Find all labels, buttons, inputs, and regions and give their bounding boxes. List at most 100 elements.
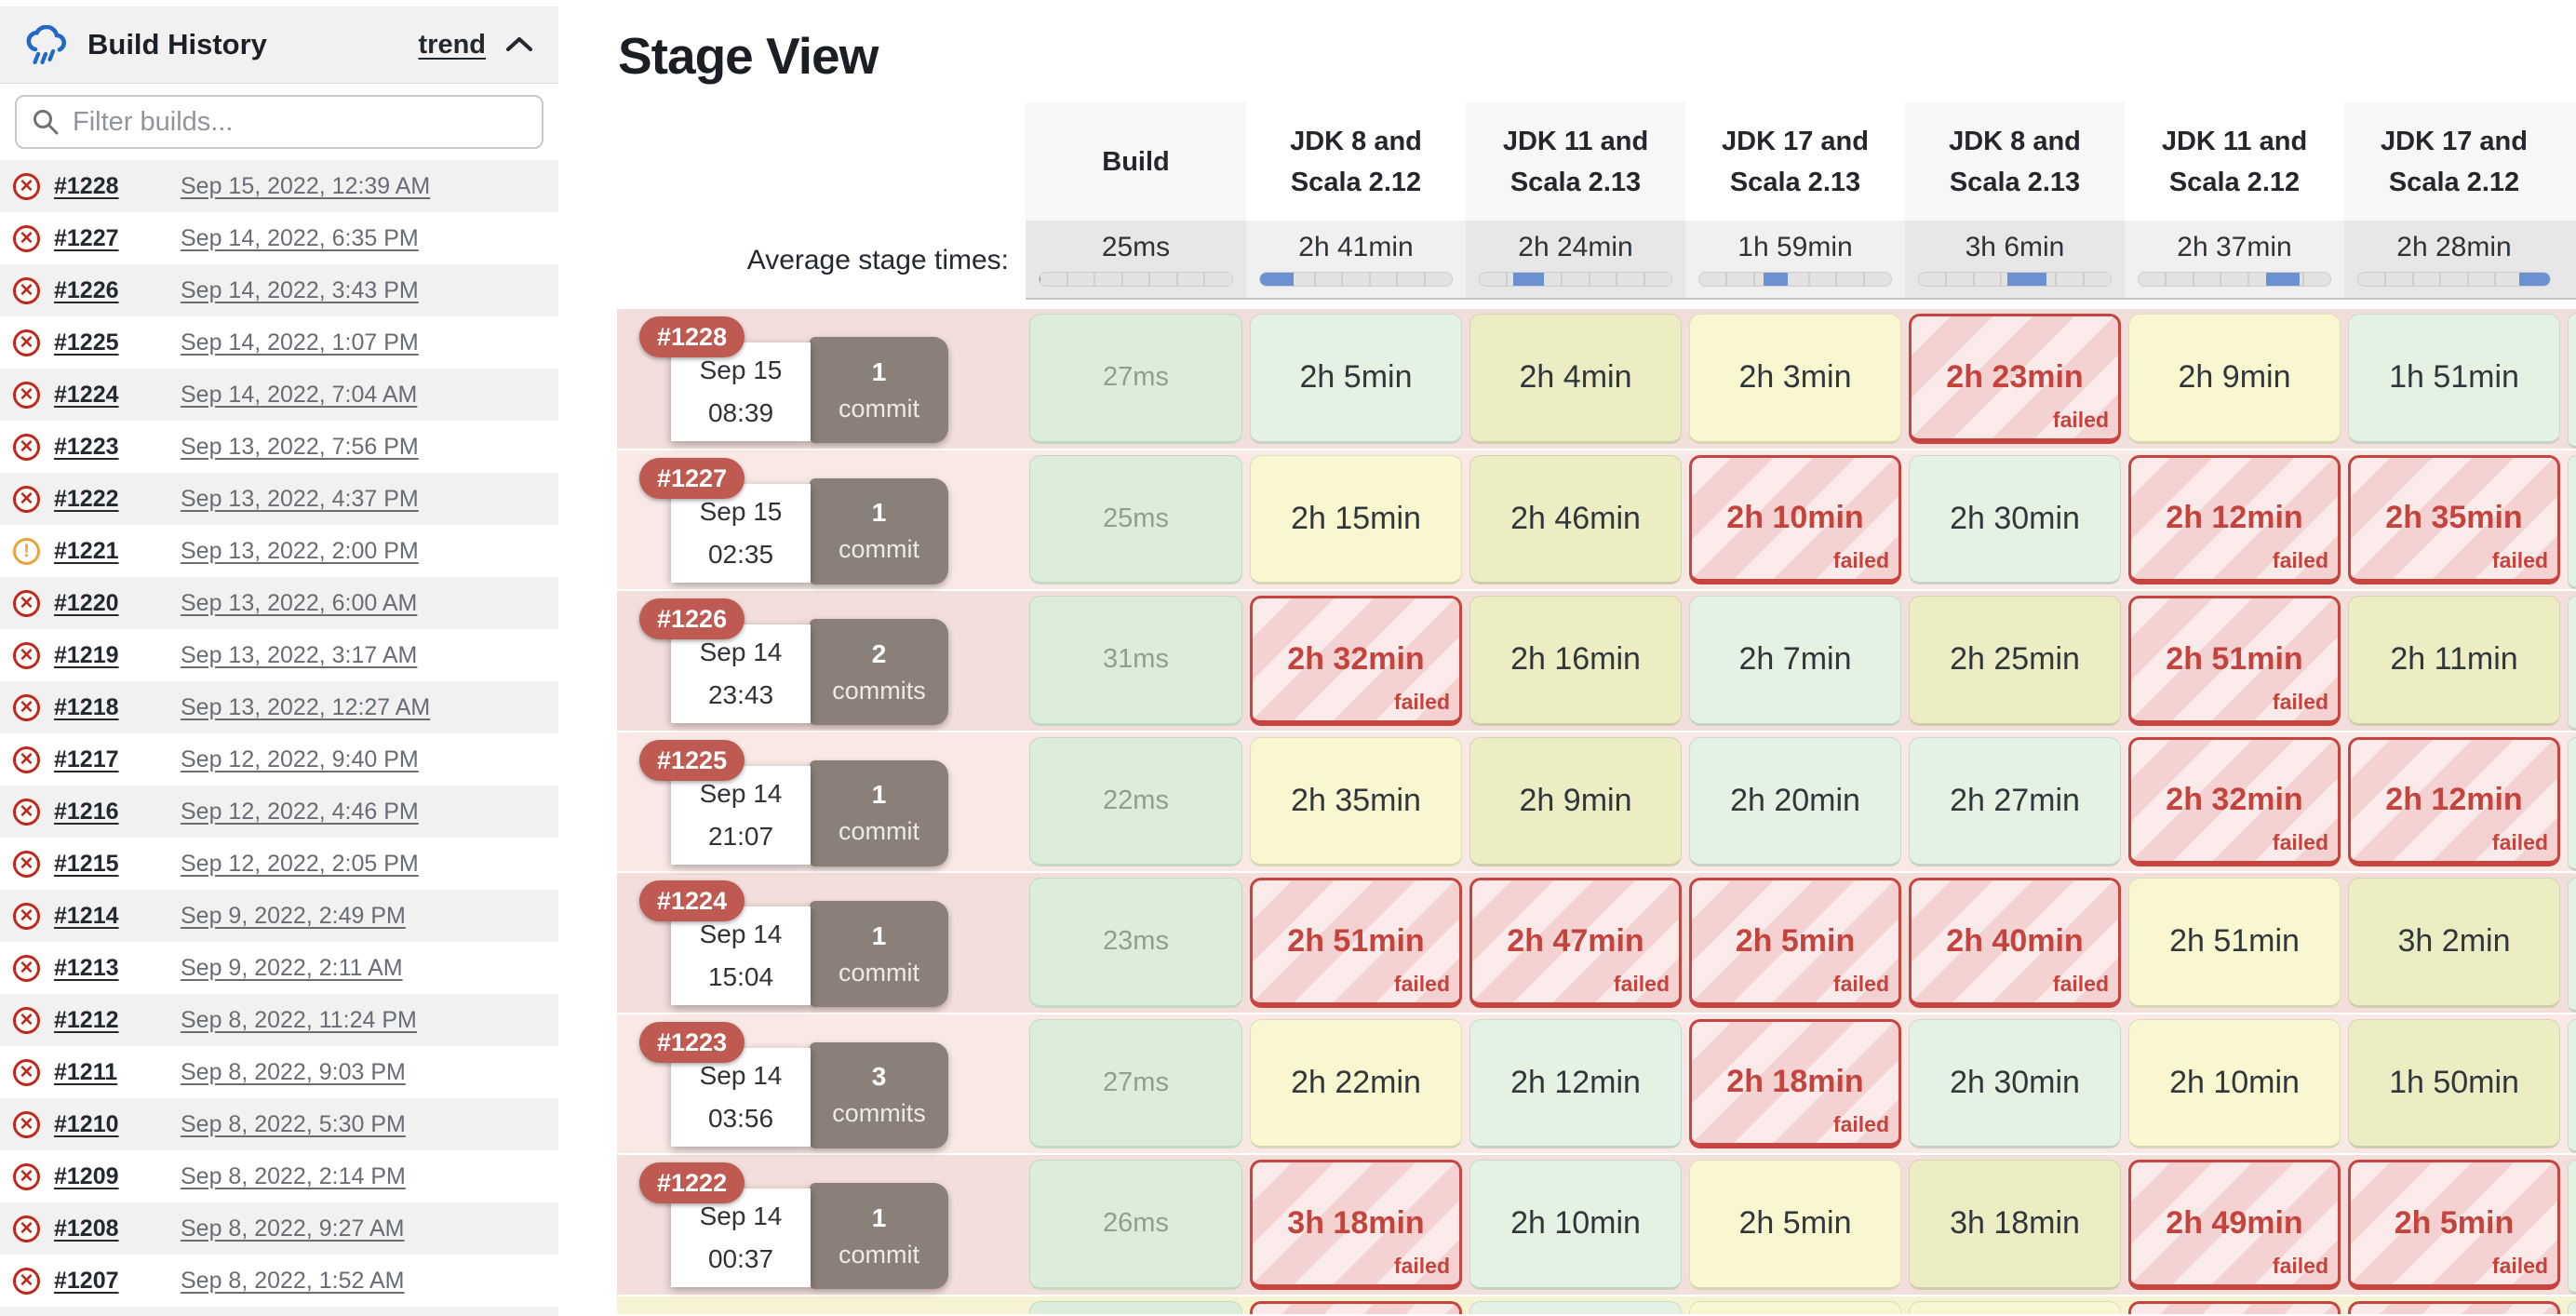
commits-box[interactable]: 1 commit: [810, 901, 948, 1007]
stage-time-cell[interactable]: 2h 30min: [1909, 1019, 2121, 1149]
stage-time-cell[interactable]: 2h 46min: [1469, 455, 1682, 585]
build-number-link[interactable]: #1227: [54, 225, 132, 252]
build-date-link[interactable]: Sep 8, 2022, 9:27 AM: [181, 1215, 404, 1242]
build-history-row[interactable]: ✕ #1227 Sep 14, 2022, 6:35 PM: [0, 212, 558, 264]
stage-time-cell[interactable]: 3h 18min: [1909, 1160, 2121, 1290]
build-history-row[interactable]: ✕ #1220 Sep 13, 2022, 6:00 AM: [0, 577, 558, 629]
build-history-row[interactable]: ✕ #1214 Sep 9, 2022, 2:49 PM: [0, 890, 558, 942]
build-history-row[interactable]: ✕ #1223 Sep 13, 2022, 7:56 PM: [0, 421, 558, 473]
build-number-link[interactable]: #1218: [54, 694, 132, 721]
build-date-link[interactable]: Sep 12, 2022, 2:05 PM: [181, 851, 419, 878]
build-date-link[interactable]: Sep 14, 2022, 7:04 AM: [181, 382, 417, 409]
commits-box[interactable]: 1 commit: [810, 1183, 948, 1289]
build-number-link[interactable]: #1219: [54, 642, 132, 669]
stage-time-cell[interactable]: 1h 50min: [2348, 1019, 2560, 1149]
build-date-link[interactable]: Sep 13, 2022, 3:17 AM: [181, 642, 417, 669]
stage-time-cell[interactable]: 3h 2min: [2348, 878, 2560, 1008]
stage-time-cell[interactable]: 2h 22min: [1250, 1019, 1462, 1149]
commits-box[interactable]: 1 commit: [810, 760, 948, 866]
build-number-link[interactable]: #1226: [54, 277, 132, 304]
build-number-link[interactable]: #1225: [54, 329, 132, 356]
commits-box[interactable]: 3 commits: [810, 1042, 948, 1148]
stage-time-cell[interactable]: 2h 4min: [1469, 314, 1682, 444]
build-number-link[interactable]: #1217: [54, 746, 132, 773]
stage-time-cell[interactable]: 2h 15min: [1250, 455, 1462, 585]
stage-time-cell[interactable]: 2h 5min: [1689, 1160, 1901, 1290]
build-number-link[interactable]: #1216: [54, 799, 132, 826]
build-number-link[interactable]: #1211: [54, 1059, 132, 1086]
stage-time-cell[interactable]: [1689, 1301, 1901, 1315]
build-date-link[interactable]: Sep 14, 2022, 3:43 PM: [181, 277, 419, 304]
build-number-link[interactable]: #1213: [54, 955, 132, 982]
build-date-link[interactable]: Sep 13, 2022, 2:00 PM: [181, 538, 419, 565]
build-history-row[interactable]: ✕ #1207 Sep 8, 2022, 1:52 AM: [0, 1255, 558, 1307]
stage-time-cell[interactable]: 2h 20min: [1689, 737, 1901, 867]
build-number-link[interactable]: #1208: [54, 1215, 132, 1242]
stage-time-cell[interactable]: 2h 35min: [1250, 737, 1462, 867]
stage-time-cell[interactable]: 1h 51min: [2348, 314, 2560, 444]
build-number-link[interactable]: #1207: [54, 1268, 132, 1295]
build-history-row[interactable]: ✕ #1212 Sep 8, 2022, 11:24 PM: [0, 994, 558, 1046]
build-number-link[interactable]: #1224: [54, 382, 132, 409]
stage-time-cell[interactable]: 2h 25min: [1909, 596, 2121, 726]
build-number-link[interactable]: #1220: [54, 590, 132, 617]
build-date-link[interactable]: Sep 12, 2022, 9:40 PM: [181, 746, 419, 773]
build-date-link[interactable]: Sep 14, 2022, 6:35 PM: [181, 225, 419, 252]
stage-time-cell[interactable]: 2h 12min: [1469, 1019, 1682, 1149]
build-history-row[interactable]: ✕ #1225 Sep 14, 2022, 1:07 PM: [0, 316, 558, 369]
build-number-link[interactable]: #1214: [54, 903, 132, 930]
build-number-link[interactable]: #1221: [54, 538, 132, 565]
stage-time-cell[interactable]: 2h 10min: [1469, 1160, 1682, 1290]
commits-box[interactable]: 1 commit: [810, 337, 948, 443]
stage-time-cell[interactable]: 2h 27min: [1909, 737, 2121, 867]
commits-box[interactable]: 2 commits: [810, 619, 948, 725]
build-date-link[interactable]: Sep 8, 2022, 11:24 PM: [181, 1007, 417, 1034]
build-date-link[interactable]: Sep 8, 2022, 9:03 PM: [181, 1059, 406, 1086]
stage-time-cell[interactable]: 2h 51min: [2128, 878, 2341, 1008]
build-number-link[interactable]: #1209: [54, 1163, 132, 1190]
build-history-row[interactable]: ✕ #1228 Sep 15, 2022, 12:39 AM: [0, 160, 558, 212]
build-date-link[interactable]: Sep 14, 2022, 1:07 PM: [181, 329, 419, 356]
build-date-link[interactable]: Sep 15, 2022, 12:39 AM: [181, 173, 430, 200]
build-date-link[interactable]: Sep 12, 2022, 4:46 PM: [181, 799, 419, 826]
build-history-row[interactable]: ✕ #1222 Sep 13, 2022, 4:37 PM: [0, 473, 558, 525]
build-history-row[interactable]: ! #1221 Sep 13, 2022, 2:00 PM: [0, 525, 558, 577]
stage-time-cell[interactable]: 2h 10min: [2128, 1019, 2341, 1149]
stage-time-cell[interactable]: 2h 5min: [1250, 314, 1462, 444]
stage-time-cell[interactable]: 2h 11min: [2348, 596, 2560, 726]
stage-time-cell[interactable]: 2h 7min: [1689, 596, 1901, 726]
build-date-link[interactable]: Sep 13, 2022, 6:00 AM: [181, 590, 417, 617]
build-time-cell[interactable]: 31ms: [1029, 596, 1242, 726]
build-history-row[interactable]: ✕ #1219 Sep 13, 2022, 3:17 AM: [0, 629, 558, 681]
build-date-link[interactable]: Sep 13, 2022, 4:37 PM: [181, 486, 419, 513]
build-time-cell[interactable]: 23ms: [1029, 878, 1242, 1008]
stage-time-cell[interactable]: [2348, 1301, 2560, 1315]
build-number-link[interactable]: #1228: [54, 173, 132, 200]
build-history-row[interactable]: ✕ #1210 Sep 8, 2022, 5:30 PM: [0, 1098, 558, 1150]
stage-time-cell[interactable]: 2h 9min: [1469, 737, 1682, 867]
build-history-row[interactable]: ✕ #1226 Sep 14, 2022, 3:43 PM: [0, 264, 558, 316]
chevron-up-icon[interactable]: [504, 34, 534, 55]
build-date-link[interactable]: Sep 9, 2022, 2:49 PM: [181, 903, 406, 930]
stage-time-cell[interactable]: [1469, 1301, 1682, 1315]
trend-link[interactable]: trend: [419, 30, 487, 60]
filter-builds-input[interactable]: [73, 107, 527, 138]
build-number-link[interactable]: #1212: [54, 1007, 132, 1034]
build-time-cell[interactable]: 27ms: [1029, 1019, 1242, 1149]
build-history-row[interactable]: ✕ #1218 Sep 13, 2022, 12:27 AM: [0, 681, 558, 733]
build-number-link[interactable]: #1215: [54, 851, 132, 878]
stage-time-cell[interactable]: [2128, 1301, 2341, 1315]
